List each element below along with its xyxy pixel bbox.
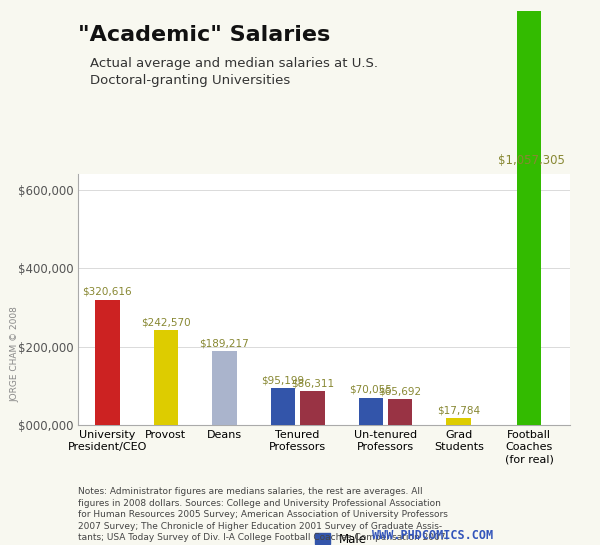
Text: $242,570: $242,570 — [141, 317, 191, 328]
Text: $1,057,305: $1,057,305 — [499, 154, 565, 167]
Text: $70,055: $70,055 — [349, 385, 392, 395]
Text: JORGE CHAM © 2008: JORGE CHAM © 2008 — [10, 306, 20, 402]
Bar — [271, 388, 295, 425]
Text: $189,217: $189,217 — [200, 338, 250, 348]
Text: Actual average and median salaries at U.S.
Doctoral-granting Universities: Actual average and median salaries at U.… — [90, 57, 378, 87]
Legend: Male, Female: Male, Female — [316, 532, 382, 545]
Text: $17,784: $17,784 — [437, 405, 480, 415]
Bar — [517, 11, 541, 425]
Bar — [95, 300, 119, 425]
Text: $95,199: $95,199 — [262, 375, 305, 385]
Text: "Academic" Salaries: "Academic" Salaries — [78, 25, 330, 45]
Text: WWW.PHDCOMICS.COM: WWW.PHDCOMICS.COM — [372, 529, 493, 542]
Bar — [359, 398, 383, 425]
Bar — [388, 399, 412, 425]
Text: $86,311: $86,311 — [291, 379, 334, 389]
Bar — [212, 351, 237, 425]
Text: $320,616: $320,616 — [82, 287, 132, 297]
Text: Notes: Administrator figures are medians salaries, the rest are averages. All
fi: Notes: Administrator figures are medians… — [78, 487, 448, 542]
Bar — [446, 418, 471, 425]
Bar — [154, 330, 178, 425]
Bar — [300, 391, 325, 425]
Text: $65,692: $65,692 — [379, 386, 422, 397]
